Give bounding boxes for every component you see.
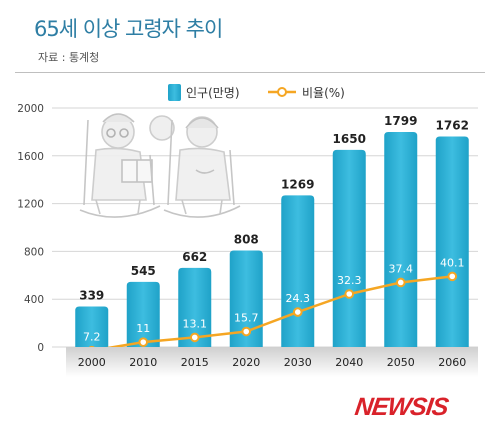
legend-bar-label: 인구(만명) bbox=[186, 86, 240, 100]
bar-2015 bbox=[178, 267, 212, 347]
chart-source: 자료 : 통계청 bbox=[38, 51, 100, 64]
legend-line-label: 비율(%) bbox=[302, 86, 345, 100]
x-tick-2030: 2030 bbox=[284, 356, 312, 369]
bar-value-2000: 339 bbox=[79, 288, 104, 302]
ratio-value-2050: 37.4 bbox=[389, 262, 414, 275]
bar-2050 bbox=[384, 132, 418, 347]
x-tick-2050: 2050 bbox=[387, 356, 415, 369]
bar-2030 bbox=[281, 195, 315, 347]
ratio-value-2060: 40.1 bbox=[440, 256, 465, 269]
ratio-value-2000: 7.2 bbox=[83, 331, 101, 344]
line-series bbox=[86, 271, 458, 356]
y-tick-label: 0 bbox=[37, 342, 44, 354]
y-tick-label: 800 bbox=[24, 246, 44, 258]
y-tick-labels: 2000 1600 1200 800 400 0 bbox=[17, 103, 44, 354]
ratio-point-2040 bbox=[344, 289, 355, 299]
y-tick-label: 2000 bbox=[17, 103, 44, 115]
bar-value-2050: 1799 bbox=[384, 114, 417, 128]
x-tick-2015: 2015 bbox=[181, 356, 209, 369]
x-axis-band bbox=[66, 347, 478, 377]
bar-value-2040: 1650 bbox=[333, 132, 366, 146]
ratio-point-2060 bbox=[447, 271, 458, 282]
ratio-value-2020: 15.7 bbox=[234, 312, 259, 325]
chart-title: 65세 이상 고령자 추이 bbox=[34, 17, 223, 41]
legend-bar-swatch bbox=[168, 84, 181, 101]
ratio-point-2020 bbox=[241, 326, 252, 337]
bar-value-2030: 1269 bbox=[281, 177, 314, 191]
bar-2040 bbox=[332, 149, 366, 347]
legend-line-marker bbox=[277, 87, 287, 97]
x-tick-2010: 2010 bbox=[129, 356, 157, 369]
x-tick-2040: 2040 bbox=[335, 356, 363, 369]
ratio-point-2050 bbox=[395, 277, 406, 288]
x-tick-2000: 2000 bbox=[78, 356, 106, 369]
ratio-value-2030: 24.3 bbox=[286, 292, 311, 305]
ratio-value-2015: 13.1 bbox=[183, 317, 208, 330]
bar-2000 bbox=[75, 306, 109, 347]
newsis-logo: NEWSIS bbox=[353, 393, 450, 421]
y-tick-label: 400 bbox=[24, 294, 44, 306]
elderly-couple-illustration bbox=[79, 113, 241, 218]
ratio-value-2040: 32.3 bbox=[337, 274, 362, 287]
bar-2060 bbox=[435, 136, 469, 347]
title-divider bbox=[15, 72, 485, 73]
x-tick-2020: 2020 bbox=[232, 356, 260, 369]
bar-value-2060: 1762 bbox=[436, 118, 469, 132]
ratio-point-2030 bbox=[292, 307, 303, 317]
y-tick-label: 1200 bbox=[17, 199, 44, 211]
bar-value-labels: 339 545 662 808 1269 1650 1799 1762 bbox=[79, 114, 469, 302]
bar-value-2020: 808 bbox=[234, 232, 259, 246]
ratio-value-2010: 11 bbox=[136, 322, 150, 335]
bar-2010 bbox=[126, 281, 160, 347]
bar-2020 bbox=[229, 250, 263, 347]
ratio-point-2015 bbox=[189, 332, 200, 343]
legend: 인구(만명) 비율(%) bbox=[168, 84, 345, 101]
ratio-line bbox=[91, 275, 453, 352]
ratio-point-2010 bbox=[138, 337, 149, 347]
bar-value-2015: 662 bbox=[182, 250, 207, 264]
bar-series bbox=[75, 132, 469, 347]
bar-value-2010: 545 bbox=[131, 264, 156, 278]
y-tick-label: 1600 bbox=[17, 151, 44, 163]
x-tick-labels: 2000 2010 2015 2020 2030 2040 2050 2060 bbox=[78, 356, 467, 369]
x-tick-2060: 2060 bbox=[438, 356, 466, 369]
line-value-labels: 7.2 11 13.1 15.7 24.3 32.3 37.4 40.1 bbox=[83, 256, 465, 343]
